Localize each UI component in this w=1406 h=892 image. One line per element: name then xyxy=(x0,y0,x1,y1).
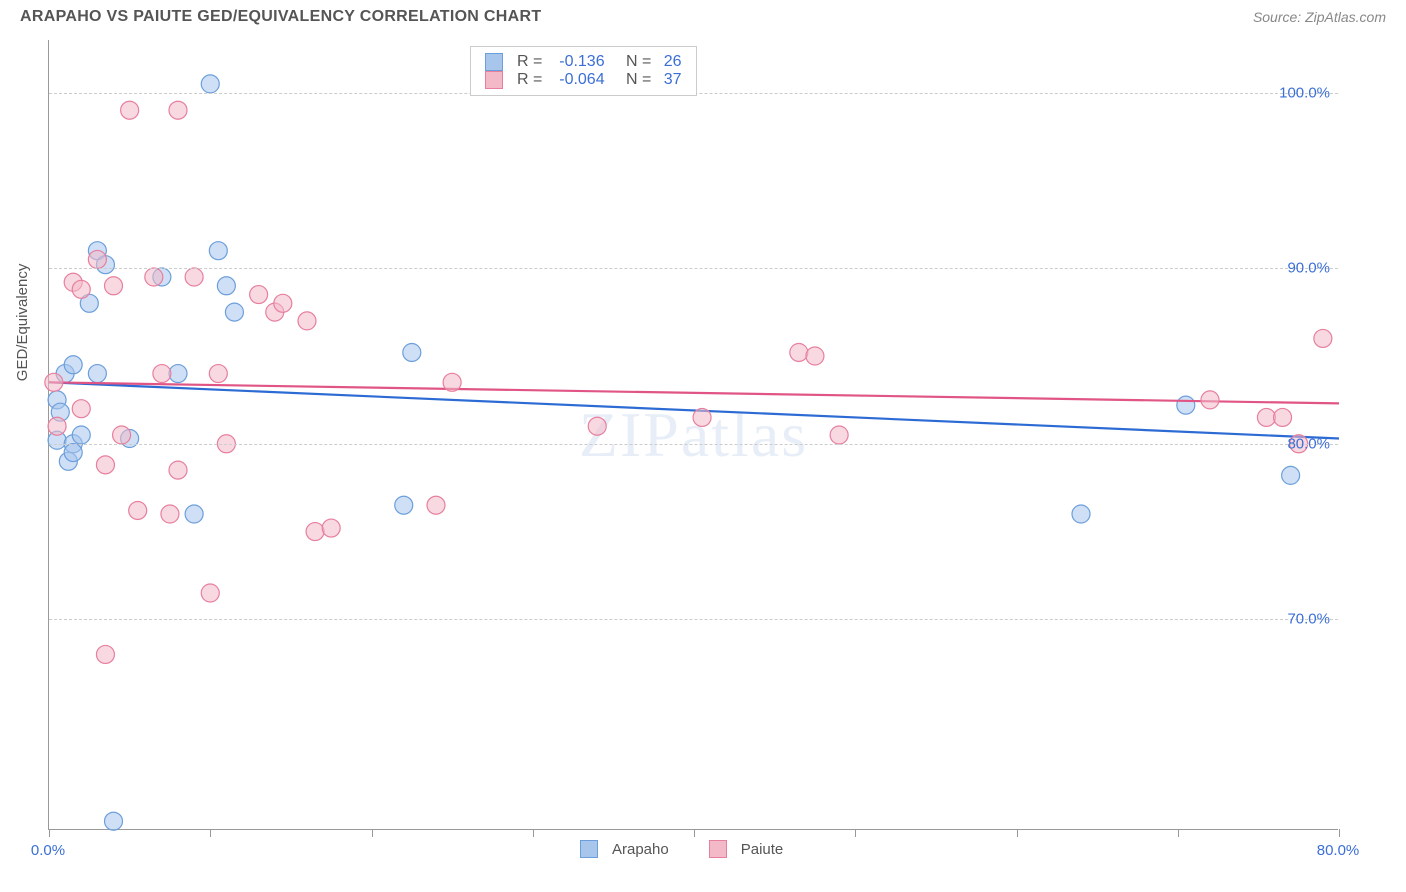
stats-row: R = -0.064 N = 37 xyxy=(485,71,682,89)
data-point xyxy=(145,268,163,286)
legend-label: Paiute xyxy=(741,841,784,858)
data-point xyxy=(48,417,66,435)
series-swatch xyxy=(485,71,503,89)
gridline xyxy=(49,268,1338,269)
series-swatch xyxy=(485,53,503,71)
data-point xyxy=(322,519,340,537)
data-point xyxy=(806,347,824,365)
data-point xyxy=(209,365,227,383)
data-point xyxy=(129,501,147,519)
data-point xyxy=(96,456,114,474)
stat-n-label: N = xyxy=(613,71,652,89)
chart-plot-area: ZIPatlas 70.0%80.0%90.0%100.0% xyxy=(48,40,1338,830)
legend-label: Arapaho xyxy=(612,841,669,858)
data-point xyxy=(45,373,63,391)
data-point xyxy=(1072,505,1090,523)
x-tick xyxy=(1339,829,1340,837)
data-point xyxy=(306,523,324,541)
data-point xyxy=(790,343,808,361)
data-point xyxy=(403,343,421,361)
x-tick-label: 0.0% xyxy=(31,842,65,859)
x-tick-label: 80.0% xyxy=(1317,842,1360,859)
data-point xyxy=(105,277,123,295)
data-point xyxy=(1282,466,1300,484)
x-tick xyxy=(694,829,695,837)
data-point xyxy=(1177,396,1195,414)
data-point xyxy=(427,496,445,514)
x-tick xyxy=(533,829,534,837)
y-tick-label: 90.0% xyxy=(1287,260,1330,277)
chart-source: Source: ZipAtlas.com xyxy=(1253,9,1386,25)
legend-item: Paiute xyxy=(709,840,784,858)
data-point xyxy=(64,356,82,374)
data-point xyxy=(201,75,219,93)
data-point xyxy=(298,312,316,330)
data-point xyxy=(209,242,227,260)
data-point xyxy=(225,303,243,321)
data-point xyxy=(693,408,711,426)
data-point xyxy=(1257,408,1275,426)
data-point xyxy=(153,365,171,383)
x-tick xyxy=(372,829,373,837)
data-point xyxy=(830,426,848,444)
stat-n-value: 37 xyxy=(659,71,681,89)
stats-box: R = -0.136 N = 26R = -0.064 N = 37 xyxy=(470,46,697,96)
data-point xyxy=(395,496,413,514)
data-point xyxy=(169,365,187,383)
x-tick xyxy=(1017,829,1018,837)
data-point xyxy=(72,426,90,444)
legend-swatch xyxy=(580,840,598,858)
legend-swatch xyxy=(709,840,727,858)
x-tick xyxy=(855,829,856,837)
data-point xyxy=(217,277,235,295)
data-point xyxy=(169,461,187,479)
chart-title: ARAPAHO VS PAIUTE GED/EQUIVALENCY CORREL… xyxy=(20,8,541,26)
data-point xyxy=(64,444,82,462)
data-point xyxy=(274,294,292,312)
data-point xyxy=(201,584,219,602)
data-point xyxy=(250,286,268,304)
data-point xyxy=(1201,391,1219,409)
data-point xyxy=(443,373,461,391)
chart-legend: Arapaho Paiute xyxy=(580,840,783,858)
stat-r-value: -0.136 xyxy=(550,53,604,71)
trend-line xyxy=(49,382,1339,438)
gridline xyxy=(49,444,1338,445)
y-tick-label: 70.0% xyxy=(1287,611,1330,628)
x-tick xyxy=(49,829,50,837)
y-tick-label: 100.0% xyxy=(1279,84,1330,101)
legend-item: Arapaho xyxy=(580,840,669,858)
x-tick xyxy=(1178,829,1179,837)
y-axis-label: GED/Equivalency xyxy=(14,264,31,382)
data-point xyxy=(169,101,187,119)
gridline xyxy=(49,619,1338,620)
data-point xyxy=(88,365,106,383)
data-point xyxy=(113,426,131,444)
stat-r-label: R = xyxy=(517,71,542,89)
stat-n-label: N = xyxy=(613,53,652,71)
stats-row: R = -0.136 N = 26 xyxy=(485,53,682,71)
trend-line xyxy=(49,382,1339,403)
y-tick-label: 80.0% xyxy=(1287,435,1330,452)
data-point xyxy=(72,280,90,298)
data-point xyxy=(1274,408,1292,426)
stat-n-value: 26 xyxy=(659,53,681,71)
data-point xyxy=(185,505,203,523)
chart-svg xyxy=(49,40,1338,829)
data-point xyxy=(88,250,106,268)
data-point xyxy=(96,645,114,663)
data-point xyxy=(105,812,123,830)
data-point xyxy=(121,101,139,119)
data-point xyxy=(161,505,179,523)
stat-r-value: -0.064 xyxy=(550,71,604,89)
x-tick xyxy=(210,829,211,837)
data-point xyxy=(1314,329,1332,347)
data-point xyxy=(185,268,203,286)
stat-r-label: R = xyxy=(517,53,542,71)
data-point xyxy=(72,400,90,418)
data-point xyxy=(588,417,606,435)
